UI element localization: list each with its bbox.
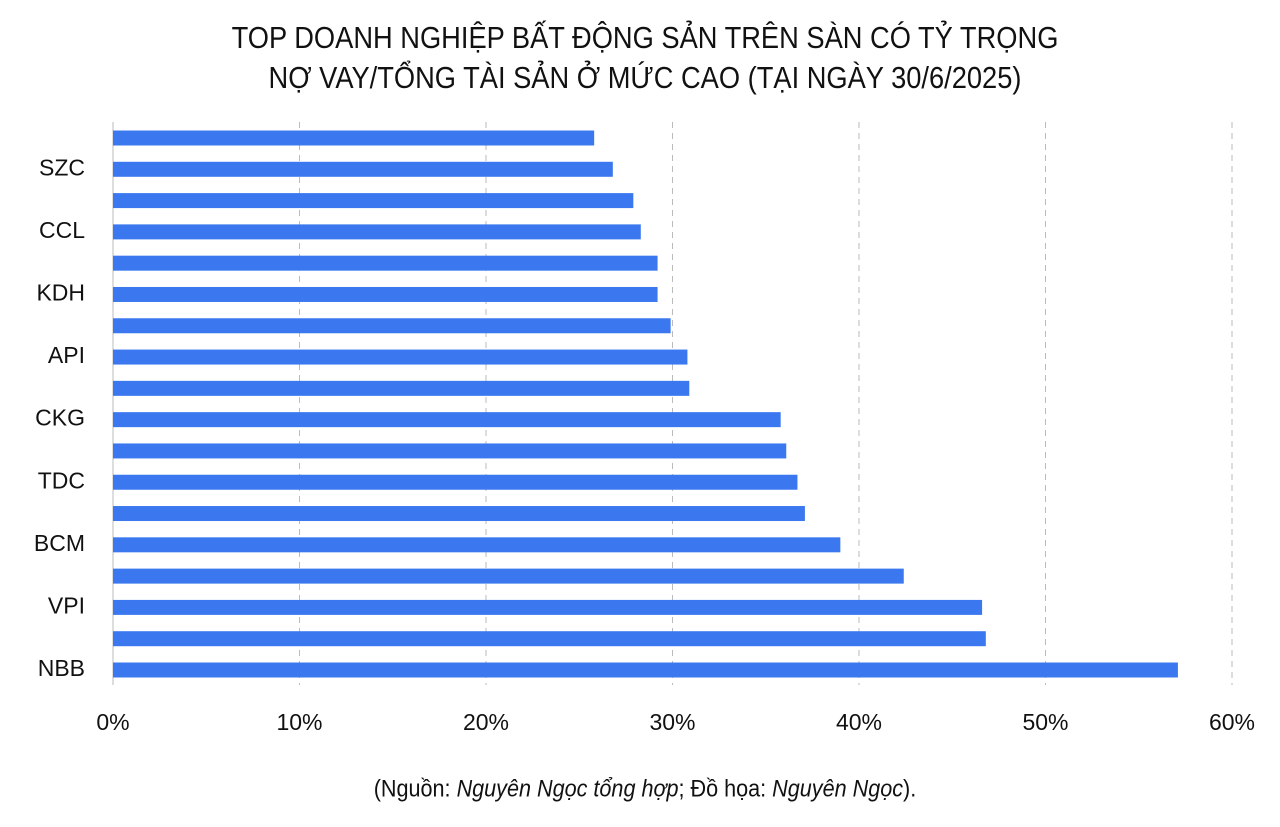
bar [113,412,781,428]
y-tick-label: SZC [39,154,85,180]
source-part: (Nguồn: [374,774,457,801]
bar [113,631,986,647]
y-tick-label: NBB [38,655,85,681]
bar [113,506,805,522]
source-part: ). [903,774,916,801]
y-tick-label: VPI [48,592,85,618]
bar [113,161,613,177]
source-part: ; Đồ họa: [679,774,773,801]
bar [113,224,641,240]
y-tick-label: API [48,342,85,368]
bar [113,662,1178,678]
y-tick-label: BCM [34,530,85,556]
x-tick-label: 30% [649,709,695,735]
bar [113,474,798,490]
bar [113,130,595,146]
bar [113,193,634,209]
bar [113,443,787,459]
bar [113,599,983,615]
x-tick-label: 50% [1022,709,1068,735]
x-tick-label: 10% [276,709,322,735]
y-tick-label: TDC [38,467,85,493]
x-tick-label: 0% [96,709,129,735]
chart-title: TOP DOANH NGHIỆP BẤT ĐỘNG SẢN TRÊN SÀN C… [232,20,1059,56]
bar [113,286,658,302]
source-part: Nguyên Ngọc tổng hợp [457,774,679,801]
bar [113,537,841,553]
bar [113,380,690,396]
y-tick-label: CKG [35,405,85,431]
x-tick-label: 60% [1209,709,1255,735]
bar [113,318,671,334]
y-tick-label: CCL [39,217,85,243]
bar [113,349,688,365]
bar [113,568,904,584]
x-tick-label: 40% [836,709,882,735]
source-part: Nguyên Ngọc [772,774,903,801]
x-tick-label: 20% [463,709,509,735]
bar [113,255,658,271]
y-tick-label: KDH [36,280,85,306]
source-note: (Nguồn: Nguyên Ngọc tổng hợp; Đồ họa: Ng… [374,774,917,801]
chart-title: NỢ VAY/TỔNG TÀI SẢN Ở MỨC CAO (TẠI NGÀY … [269,60,1022,96]
